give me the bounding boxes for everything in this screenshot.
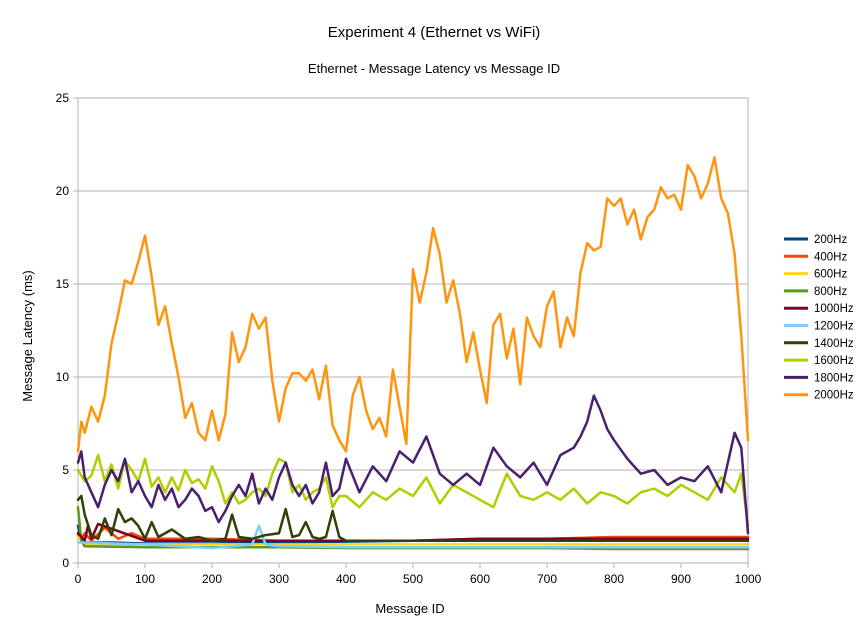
gridlines [78,97,748,564]
plot-area-frame [77,97,749,564]
legend-label-600hz: 600Hz [814,269,847,281]
x-tick-label: 700 [537,572,557,586]
x-tick-label: 500 [403,572,423,586]
x-axis-ticks: 0 100 200 300 400 500 600 700 800 900 1000 [75,563,762,586]
legend-label-1000hz: 1000Hz [814,303,854,315]
y-tick-label: 0 [62,556,69,570]
series-line-1800hz [76,394,750,535]
legend-label-1400hz: 1400Hz [814,338,854,350]
legend-label-1800hz: 1800Hz [814,372,854,384]
x-tick-label: 600 [470,572,490,586]
legend-label-2000hz: 2000Hz [814,390,854,402]
series-line-2000hz [76,156,750,453]
chart-title: Experiment 4 (Ethernet vs WiFi) [328,24,541,41]
x-tick-label: 0 [75,572,82,586]
y-axis-ticks: 0 5 10 15 20 25 [56,91,78,570]
y-tick-label: 25 [56,91,70,105]
x-tick-label: 100 [135,572,155,586]
x-tick-label: 1000 [735,572,762,586]
legend-label-800hz: 800Hz [814,286,847,298]
x-axis-label: Message ID [375,601,444,616]
x-tick-label: 300 [269,572,289,586]
legend-label-1600hz: 1600Hz [814,355,854,367]
series-line-1400hz [76,494,750,542]
series-layer [76,156,750,551]
y-tick-label: 10 [56,370,70,384]
y-axis-label: Message Latency (ms) [20,270,35,402]
y-tick-label: 20 [56,184,70,198]
legend-label-400hz: 400Hz [814,251,847,263]
chart-subtitle: Ethernet - Message Latency vs Message ID [308,61,560,76]
x-tick-label: 200 [202,572,222,586]
x-tick-label: 400 [336,572,356,586]
legend-label-200hz: 200Hz [814,234,847,246]
x-tick-label: 800 [604,572,624,586]
y-tick-label: 5 [62,463,69,477]
series-line-1600hz [76,453,750,528]
y-tick-label: 15 [56,277,70,291]
legend-label-1200hz: 1200Hz [814,321,854,333]
series-line-1200hz [76,524,750,550]
legend: 200Hz 400Hz 600Hz 800Hz 1000Hz 1200Hz 1400Hz 16… [784,234,854,402]
x-tick-label: 900 [671,572,691,586]
